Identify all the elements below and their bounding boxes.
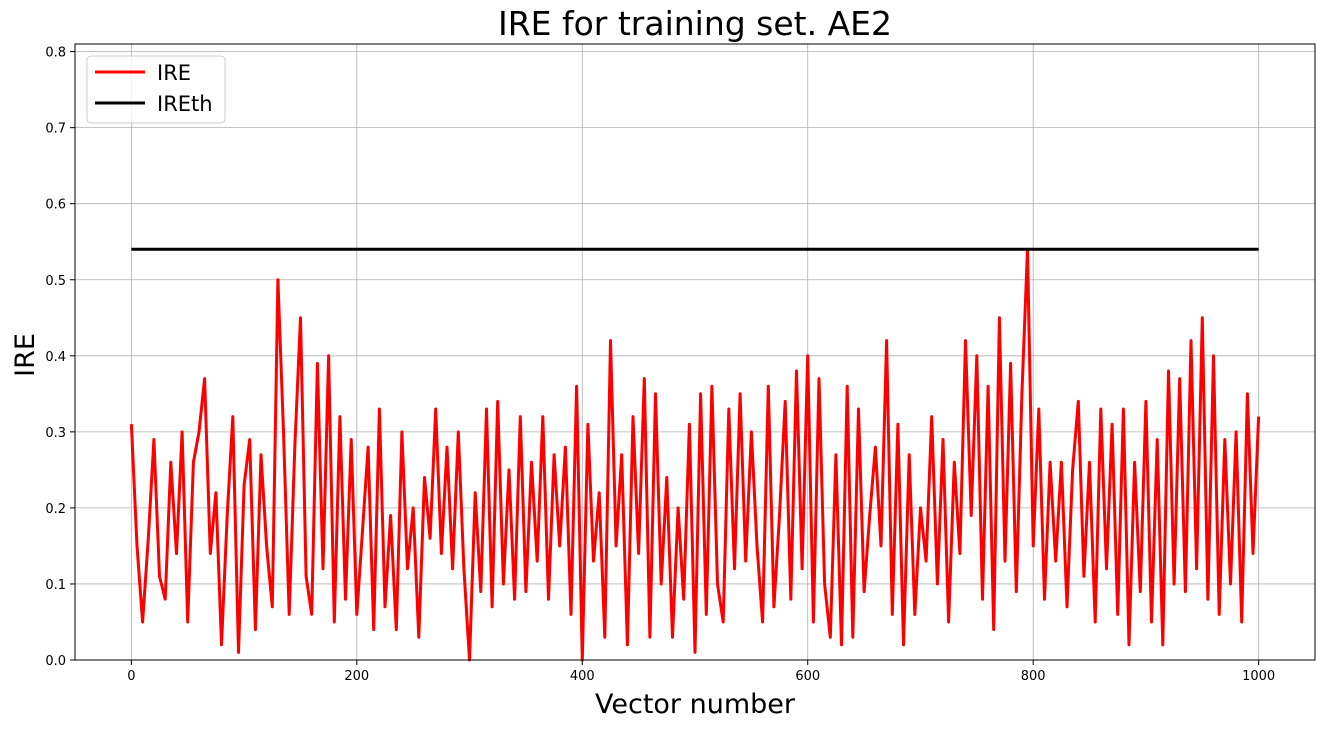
y-tick-label: 0.2 <box>45 502 66 517</box>
x-tick-label: 0 <box>127 669 135 684</box>
axes-frame <box>74 43 1316 661</box>
x-tick-label: 800 <box>1021 669 1046 684</box>
x-tick-label: 400 <box>570 669 595 684</box>
y-axis-label: IRE <box>10 333 41 377</box>
plot-area <box>75 44 1315 660</box>
y-tick-label: 0.1 <box>45 578 66 593</box>
series-layer <box>129 247 1261 662</box>
x-tick-label: 1000 <box>1242 669 1275 684</box>
y-tick-label: 0.8 <box>45 46 66 61</box>
x-axis-label: Vector number <box>595 689 796 720</box>
chart-title: IRE for training set. AE2 <box>498 4 892 43</box>
x-tick-label: 200 <box>344 669 369 684</box>
ticks: 0 200 400 600 800 1000 0.0 0.1 0.2 0.3 0.4 0.5 0.6 0.… <box>45 46 1275 684</box>
legend: IRE IREth <box>86 55 226 124</box>
y-tick-label: 0.0 <box>45 654 66 669</box>
y-tick-label: 0.5 <box>45 274 66 289</box>
y-tick-label: 0.6 <box>45 198 66 213</box>
y-tick-label: 0.4 <box>45 350 66 365</box>
y-tick-label: 0.7 <box>45 122 66 137</box>
legend-label-ireth: IREth <box>157 92 213 116</box>
x-tick-label: 600 <box>795 669 820 684</box>
series-line-ire <box>129 247 1261 662</box>
legend-label-ire: IRE <box>157 61 191 85</box>
y-tick-label: 0.3 <box>45 426 66 441</box>
